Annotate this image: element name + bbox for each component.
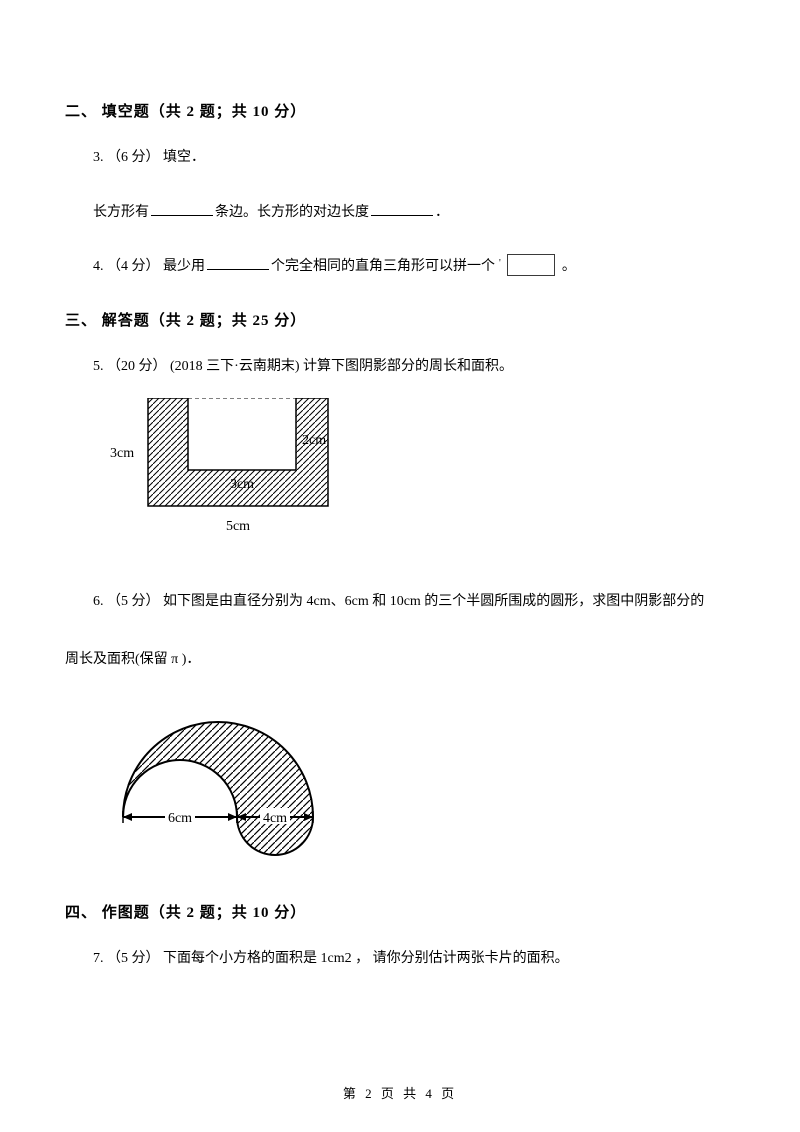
q3-end: ．: [435, 205, 449, 220]
q3-mid: 条边。长方形的对边长度: [215, 205, 369, 220]
svg-text:6cm: 6cm: [168, 811, 192, 826]
q3-blank-1[interactable]: [151, 200, 213, 216]
rectangle-icon: [507, 254, 555, 276]
q3-pre: 长方形有: [93, 205, 149, 220]
q5-text: 5. （20 分） (2018 三下·云南期末) 计算下图阴影部分的周长和面积。: [93, 359, 513, 374]
q4-pre: 4. （4 分） 最少用: [93, 259, 205, 274]
question-6: 6. （5 分） 如下图是由直径分别为 4cm、6cm 和 10cm 的三个半圆…: [93, 587, 735, 616]
q6-diagram: 6cm 4cm: [93, 702, 735, 877]
q3-line1: 3. （6 分） 填空．: [93, 145, 735, 172]
q4-mid: 个完全相同的直角三角形可以拼一个: [271, 259, 495, 274]
question-7: 7. （5 分） 下面每个小方格的面积是 1cm2 ， 请你分别估计两张卡片的面…: [93, 946, 735, 973]
q6-line2: 周长及面积(保留 π )．: [65, 652, 200, 667]
q6-line1: 6. （5 分） 如下图是由直径分别为 4cm、6cm 和 10cm 的三个半圆…: [93, 594, 704, 609]
q7-text: 7. （5 分） 下面每个小方格的面积是 1cm2 ， 请你分别估计两张卡片的面…: [93, 951, 569, 966]
question-5: 5. （20 分） (2018 三下·云南期末) 计算下图阴影部分的周长和面积。: [93, 354, 735, 381]
svg-text:4cm: 4cm: [263, 811, 287, 826]
section-3-header: 三、 解答题（共 2 题；共 25 分）: [65, 309, 735, 330]
question-6b: 周长及面积(保留 π )．: [65, 645, 735, 674]
q4-blank-1[interactable]: [207, 254, 269, 270]
page-footer: 第 2 页 共 4 页: [0, 1083, 800, 1102]
svg-text:5cm: 5cm: [226, 519, 250, 534]
section-4-header: 四、 作图题（共 2 题；共 10 分）: [65, 901, 735, 922]
svg-text:3cm: 3cm: [110, 446, 134, 461]
q4-quote: ': [499, 254, 501, 273]
q4-end: 。: [562, 259, 576, 274]
question-3: 3. （6 分） 填空．: [93, 145, 735, 172]
question-4: 4. （4 分） 最少用 个完全相同的直角三角形可以拼一个 ' 。: [93, 254, 735, 281]
svg-text:2cm: 2cm: [302, 433, 326, 448]
section-2-header: 二、 填空题（共 2 题；共 10 分）: [65, 100, 735, 121]
q5-diagram: 3cm 2cm 3cm 5cm: [93, 398, 735, 563]
question-3-body: 长方形有 条边。长方形的对边长度 ．: [93, 200, 735, 227]
svg-text:3cm: 3cm: [230, 477, 254, 492]
q3-blank-2[interactable]: [371, 200, 433, 216]
